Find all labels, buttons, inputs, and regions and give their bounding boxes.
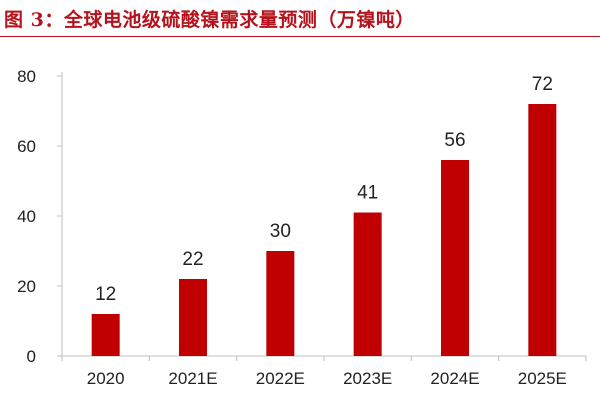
x-tick-label: 2021E bbox=[168, 369, 217, 388]
data-label: 72 bbox=[532, 74, 553, 95]
bar bbox=[353, 212, 382, 356]
x-tick-label: 2024E bbox=[430, 369, 479, 388]
x-tick-label: 2022E bbox=[256, 369, 305, 388]
chart-title: 图 3：全球电池级硫酸镍需求量预测（万镍吨） bbox=[4, 9, 415, 31]
bar bbox=[528, 104, 557, 356]
data-label: 12 bbox=[95, 284, 116, 305]
data-label: 22 bbox=[182, 249, 203, 270]
title-divider bbox=[0, 36, 600, 37]
x-tick-label: 2020 bbox=[87, 369, 125, 388]
y-tick-label: 80 bbox=[17, 67, 36, 86]
x-tick-label: 2023E bbox=[343, 369, 392, 388]
y-tick-label: 60 bbox=[17, 137, 36, 156]
data-label: 41 bbox=[357, 183, 378, 204]
data-label: 56 bbox=[444, 130, 465, 151]
y-tick-label: 20 bbox=[17, 277, 36, 296]
bar bbox=[91, 314, 120, 356]
x-tick-label: 2025E bbox=[518, 369, 567, 388]
y-tick-label: 40 bbox=[17, 207, 36, 226]
data-label: 30 bbox=[270, 221, 291, 242]
bar bbox=[266, 251, 295, 356]
bar bbox=[441, 160, 469, 356]
bar bbox=[179, 279, 207, 356]
y-tick-label: 0 bbox=[27, 347, 36, 366]
